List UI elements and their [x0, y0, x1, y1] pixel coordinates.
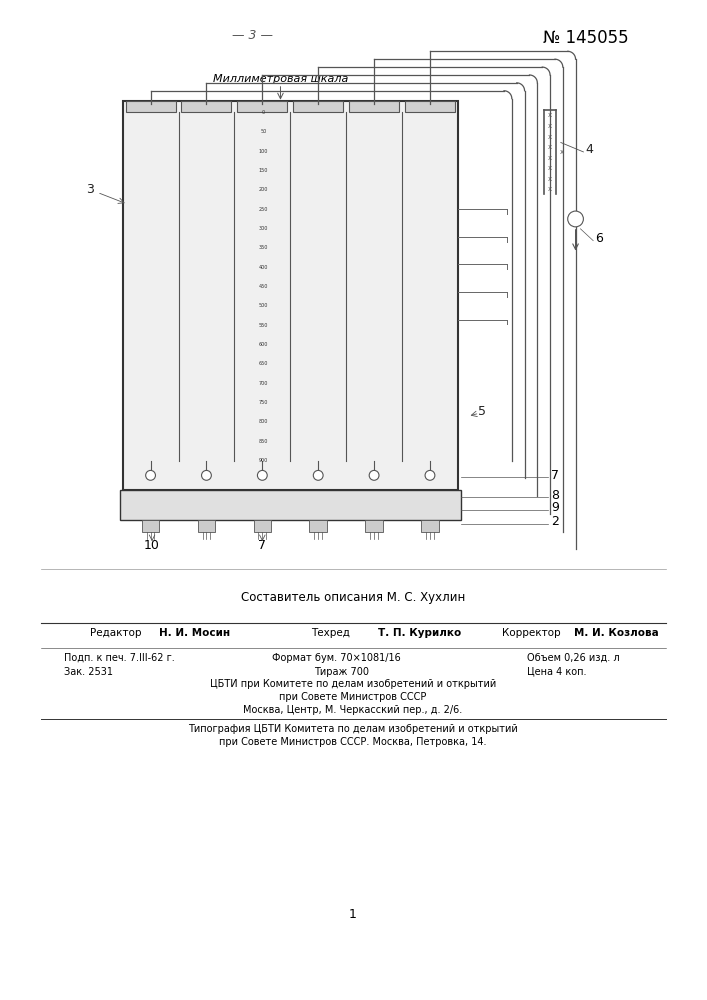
Text: 5: 5: [479, 405, 486, 418]
Text: 7: 7: [551, 469, 559, 482]
Bar: [366, 520, 383, 532]
Text: 850: 850: [259, 439, 268, 444]
Text: x: x: [548, 176, 552, 182]
Text: 550: 550: [259, 323, 268, 328]
Text: 0: 0: [262, 110, 265, 115]
Text: x: x: [548, 165, 552, 171]
Text: Тираж 700: Тираж 700: [314, 667, 369, 677]
Text: 900: 900: [259, 458, 268, 463]
Text: Подп. к печ. 7.ІІІ-62 г.: Подп. к печ. 7.ІІІ-62 г.: [64, 653, 175, 663]
Text: Техред: Техред: [311, 628, 350, 638]
Circle shape: [568, 211, 583, 227]
Circle shape: [201, 470, 211, 480]
Text: Миллиметровая шкала: Миллиметровая шкала: [213, 74, 348, 84]
Text: 150: 150: [259, 168, 268, 173]
Text: при Совете Министров СССР: при Совете Министров СССР: [279, 692, 427, 702]
Text: 450: 450: [259, 284, 268, 289]
Text: 6: 6: [595, 232, 603, 245]
Text: Т. П. Курилко: Т. П. Курилко: [378, 628, 461, 638]
Text: x: x: [548, 112, 552, 118]
Text: Составитель описания М. С. Хухлин: Составитель описания М. С. Хухлин: [241, 591, 465, 604]
Text: 100: 100: [259, 149, 268, 154]
Text: Объем 0,26 изд. л: Объем 0,26 изд. л: [527, 653, 619, 663]
Circle shape: [369, 470, 379, 480]
Bar: [349, 101, 399, 112]
Text: 4: 4: [585, 143, 593, 156]
Circle shape: [257, 470, 267, 480]
Text: 750: 750: [259, 400, 268, 405]
Text: x: x: [548, 144, 552, 150]
Text: Типография ЦБТИ Комитета по делам изобретений и открытий: Типография ЦБТИ Комитета по делам изобре…: [188, 724, 518, 734]
Text: М. И. Козлова: М. И. Козлова: [573, 628, 658, 638]
Text: 250: 250: [259, 207, 268, 212]
Text: 7: 7: [258, 539, 267, 552]
Bar: [182, 101, 231, 112]
Text: 2: 2: [551, 515, 559, 528]
Text: при Совете Министров СССР. Москва, Петровка, 14.: при Совете Министров СССР. Москва, Петро…: [219, 737, 486, 747]
Text: x: x: [548, 123, 552, 129]
Text: 10: 10: [144, 539, 160, 552]
Text: № 145055: № 145055: [542, 29, 628, 47]
Text: 1: 1: [349, 908, 357, 921]
Text: Редактор: Редактор: [90, 628, 142, 638]
Circle shape: [146, 470, 156, 480]
Bar: [126, 101, 175, 112]
Text: 800: 800: [259, 419, 268, 424]
Text: 9: 9: [551, 501, 559, 514]
Text: x: x: [560, 149, 564, 155]
Text: Корректор: Корректор: [502, 628, 561, 638]
Text: x: x: [548, 186, 552, 192]
Text: x: x: [548, 134, 552, 140]
Bar: [310, 520, 327, 532]
Text: 700: 700: [259, 381, 268, 386]
Text: 500: 500: [259, 303, 268, 308]
Bar: [421, 520, 439, 532]
Text: Формат бум. 70×1081/16: Формат бум. 70×1081/16: [271, 653, 400, 663]
Text: Цена 4 коп.: Цена 4 коп.: [527, 667, 586, 677]
Text: 600: 600: [259, 342, 268, 347]
Bar: [119, 490, 461, 520]
Text: 350: 350: [259, 245, 268, 250]
Text: 8: 8: [551, 489, 559, 502]
Text: Зак. 2531: Зак. 2531: [64, 667, 113, 677]
Bar: [293, 101, 343, 112]
Text: 650: 650: [259, 361, 268, 366]
Bar: [198, 520, 215, 532]
Text: 200: 200: [259, 187, 268, 192]
Text: Н. И. Мосин: Н. И. Мосин: [159, 628, 230, 638]
Text: 50: 50: [260, 129, 267, 134]
Text: — 3 —: — 3 —: [231, 29, 272, 42]
Text: x: x: [548, 155, 552, 161]
Bar: [141, 520, 159, 532]
Bar: [405, 101, 455, 112]
Bar: [254, 520, 271, 532]
Text: Москва, Центр, М. Черкасский пер., д. 2/6.: Москва, Центр, М. Черкасский пер., д. 2/…: [243, 705, 462, 715]
Bar: [122, 101, 458, 490]
Text: 400: 400: [259, 265, 268, 270]
Bar: [238, 101, 287, 112]
Circle shape: [425, 470, 435, 480]
Text: 3: 3: [86, 183, 94, 196]
Text: 300: 300: [259, 226, 268, 231]
Text: ЦБТИ при Комитете по делам изобретений и открытий: ЦБТИ при Комитете по делам изобретений и…: [210, 679, 496, 689]
Circle shape: [313, 470, 323, 480]
